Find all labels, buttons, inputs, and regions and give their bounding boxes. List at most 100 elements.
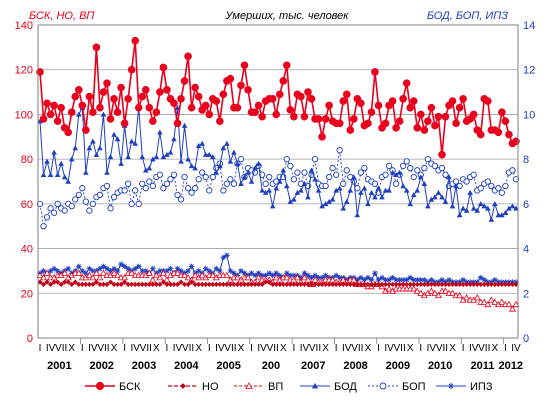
data-point bbox=[427, 287, 435, 294]
data-point bbox=[470, 205, 477, 211]
data-point bbox=[505, 130, 513, 139]
data-point bbox=[365, 201, 371, 207]
data-point bbox=[266, 187, 272, 193]
data-point bbox=[476, 130, 485, 139]
data-point bbox=[340, 180, 347, 187]
data-point bbox=[396, 277, 403, 283]
data-point bbox=[65, 265, 72, 272]
data-point bbox=[86, 281, 92, 287]
month-tick-label: IV bbox=[342, 343, 352, 354]
left-tick-label: 120 bbox=[15, 65, 33, 77]
year-label: 2008 bbox=[343, 360, 367, 372]
data-point bbox=[259, 281, 265, 287]
data-point bbox=[83, 270, 89, 276]
data-point bbox=[195, 176, 202, 183]
data-point bbox=[385, 162, 393, 170]
data-point bbox=[141, 86, 150, 94]
data-point bbox=[414, 187, 421, 193]
data-point bbox=[350, 115, 358, 123]
data-point bbox=[248, 178, 255, 184]
data-point bbox=[375, 277, 382, 283]
data-point bbox=[202, 173, 209, 181]
data-point bbox=[96, 103, 104, 112]
data-point bbox=[459, 94, 467, 103]
data-point bbox=[502, 182, 509, 190]
data-point bbox=[255, 270, 262, 276]
month-tick-label: I bbox=[462, 343, 465, 354]
data-point bbox=[351, 281, 357, 287]
month-tick-label: I bbox=[166, 343, 169, 354]
data-point bbox=[157, 129, 163, 135]
data-point bbox=[160, 185, 167, 192]
data-point bbox=[153, 281, 159, 287]
data-point bbox=[185, 156, 191, 162]
data-point bbox=[322, 201, 329, 207]
data-point bbox=[181, 271, 189, 279]
data-point bbox=[223, 271, 231, 279]
data-point bbox=[110, 269, 118, 276]
data-point bbox=[371, 68, 379, 76]
data-point bbox=[209, 271, 217, 279]
data-point bbox=[385, 285, 393, 292]
data-point bbox=[322, 182, 329, 190]
data-point bbox=[418, 281, 424, 287]
data-point bbox=[499, 212, 505, 218]
data-point bbox=[407, 281, 413, 287]
data-point bbox=[54, 200, 61, 208]
data-point bbox=[54, 268, 61, 274]
data-point bbox=[234, 160, 241, 166]
data-point bbox=[252, 281, 258, 287]
year-label: 2010 bbox=[428, 360, 452, 372]
data-point bbox=[284, 281, 290, 287]
data-point bbox=[464, 281, 470, 287]
legend-item: БСК bbox=[85, 381, 141, 393]
data-point bbox=[273, 281, 279, 287]
data-point bbox=[439, 277, 445, 283]
month-tick-label: I bbox=[250, 343, 253, 354]
data-point bbox=[223, 180, 231, 187]
data-point bbox=[439, 281, 445, 287]
data-point bbox=[206, 187, 213, 194]
data-point bbox=[156, 274, 164, 281]
data-point bbox=[241, 281, 248, 287]
data-point bbox=[150, 281, 156, 287]
data-point bbox=[135, 263, 142, 270]
data-point bbox=[219, 90, 228, 99]
data-point bbox=[291, 272, 297, 279]
data-point bbox=[160, 279, 167, 285]
month-tick-label: X bbox=[449, 343, 456, 354]
data-point bbox=[216, 117, 224, 125]
data-point bbox=[107, 279, 114, 285]
data-point bbox=[357, 99, 365, 108]
data-point bbox=[150, 265, 156, 272]
data-point bbox=[438, 150, 446, 159]
data-point bbox=[159, 63, 168, 72]
data-point bbox=[323, 281, 329, 287]
data-point bbox=[494, 128, 503, 137]
data-point bbox=[318, 132, 326, 141]
data-point bbox=[174, 281, 181, 287]
year-label: 2005 bbox=[216, 360, 240, 372]
data-point bbox=[157, 268, 163, 274]
data-point bbox=[43, 99, 51, 108]
month-tick-label: IV bbox=[215, 343, 225, 354]
data-point bbox=[252, 165, 258, 171]
data-point bbox=[470, 171, 477, 178]
data-point bbox=[421, 164, 428, 172]
data-point bbox=[89, 274, 97, 281]
data-point bbox=[37, 118, 43, 124]
year-label: 2001 bbox=[47, 360, 71, 372]
data-point bbox=[418, 174, 424, 180]
data-point bbox=[321, 115, 330, 123]
data-point bbox=[191, 83, 199, 92]
month-tick-label: I bbox=[292, 343, 295, 354]
month-tick-label: IV bbox=[46, 343, 56, 354]
data-point bbox=[460, 205, 466, 211]
data-point bbox=[404, 281, 410, 287]
data-point bbox=[85, 92, 94, 101]
data-point bbox=[413, 287, 421, 294]
month-tick-label: VII bbox=[394, 343, 406, 354]
data-point bbox=[492, 201, 498, 207]
data-point bbox=[47, 268, 54, 274]
data-point bbox=[460, 281, 466, 287]
